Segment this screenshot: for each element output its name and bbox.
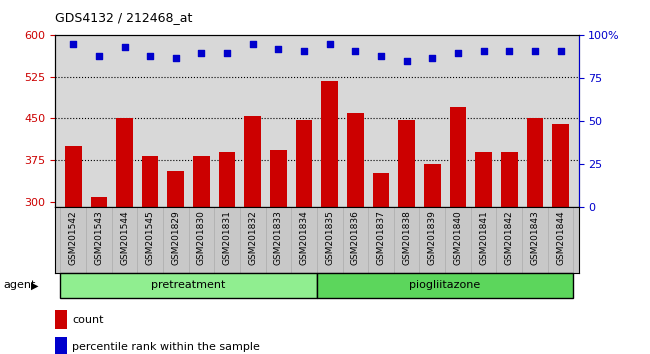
Text: GSM201841: GSM201841 — [479, 210, 488, 265]
Bar — [55, 337, 67, 354]
Bar — [193, 156, 210, 207]
Text: GSM201829: GSM201829 — [172, 210, 180, 265]
Text: GSM201833: GSM201833 — [274, 210, 283, 265]
Bar — [501, 152, 517, 207]
Bar — [552, 124, 569, 207]
Text: GSM201839: GSM201839 — [428, 210, 437, 265]
Point — [402, 58, 412, 64]
Text: GDS4132 / 212468_at: GDS4132 / 212468_at — [55, 11, 192, 24]
Text: pretreatment: pretreatment — [151, 280, 226, 290]
Text: GSM201830: GSM201830 — [197, 210, 206, 265]
Point — [376, 53, 386, 59]
Text: GSM201837: GSM201837 — [376, 210, 385, 265]
Bar — [168, 171, 184, 207]
Point — [555, 48, 566, 54]
Point — [504, 48, 514, 54]
Bar — [475, 152, 492, 207]
Bar — [321, 81, 338, 207]
Text: GSM201836: GSM201836 — [351, 210, 360, 265]
Text: GSM201542: GSM201542 — [69, 210, 78, 265]
Text: percentile rank within the sample: percentile rank within the sample — [72, 342, 260, 352]
Bar — [372, 173, 389, 207]
Point — [530, 48, 540, 54]
Point — [453, 50, 463, 55]
Bar — [450, 107, 466, 207]
Text: GSM201835: GSM201835 — [325, 210, 334, 265]
Text: GSM201543: GSM201543 — [94, 210, 103, 265]
Point — [478, 48, 489, 54]
Bar — [55, 310, 67, 329]
Point — [350, 48, 361, 54]
Text: GSM201831: GSM201831 — [222, 210, 231, 265]
Bar — [270, 150, 287, 207]
Bar — [142, 156, 159, 207]
Point — [299, 48, 309, 54]
Text: GSM201842: GSM201842 — [505, 210, 514, 265]
Bar — [60, 273, 317, 298]
Text: GSM201843: GSM201843 — [530, 210, 540, 265]
Text: piogliitazone: piogliitazone — [410, 280, 481, 290]
Text: GSM201838: GSM201838 — [402, 210, 411, 265]
Point — [324, 41, 335, 47]
Point — [120, 45, 130, 50]
Bar — [347, 113, 364, 207]
Point — [170, 55, 181, 61]
Bar — [424, 164, 441, 207]
Text: ▶: ▶ — [31, 280, 39, 290]
Bar — [398, 120, 415, 207]
Bar — [317, 273, 573, 298]
Point — [222, 50, 232, 55]
Point — [145, 53, 155, 59]
Point — [427, 55, 437, 61]
Text: GSM201840: GSM201840 — [454, 210, 462, 265]
Text: agent: agent — [3, 280, 36, 290]
Bar — [219, 152, 235, 207]
Bar — [244, 116, 261, 207]
Point — [196, 50, 207, 55]
Point — [273, 46, 283, 52]
Text: GSM201844: GSM201844 — [556, 210, 565, 265]
Text: count: count — [72, 315, 103, 325]
Text: GSM201545: GSM201545 — [146, 210, 155, 265]
Text: GSM201834: GSM201834 — [300, 210, 309, 265]
Text: GSM201544: GSM201544 — [120, 210, 129, 265]
Bar — [90, 197, 107, 207]
Bar — [526, 119, 543, 207]
Text: GSM201832: GSM201832 — [248, 210, 257, 265]
Bar — [65, 146, 81, 207]
Point — [94, 53, 104, 59]
Point — [248, 41, 258, 47]
Bar — [296, 120, 313, 207]
Bar — [116, 119, 133, 207]
Point — [68, 41, 79, 47]
